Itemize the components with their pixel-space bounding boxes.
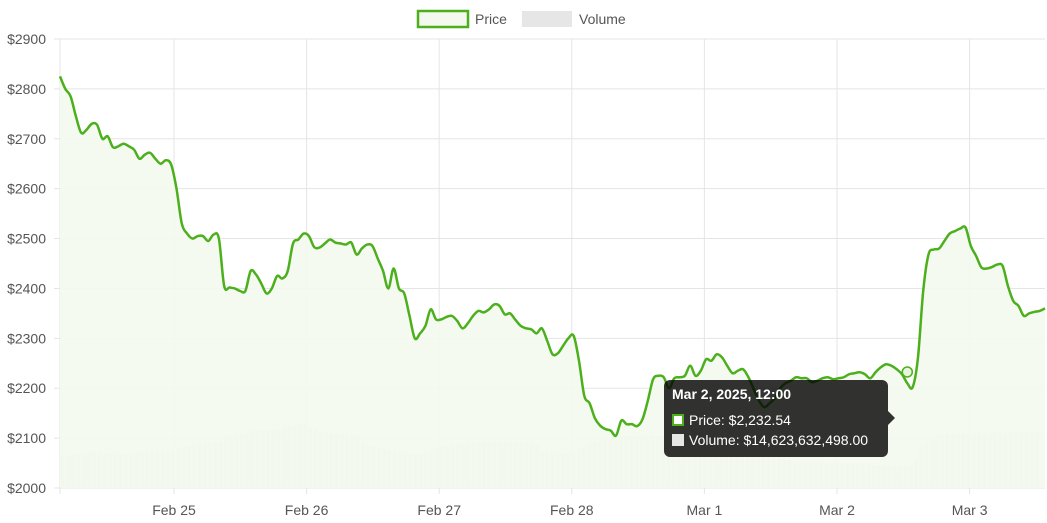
tooltip-volume-swatch — [672, 434, 684, 446]
x-axis-tick-labels: Feb 25 Feb 26 Feb 27 Feb 28 Mar 1 Mar 2 Mar 3 — [152, 502, 987, 518]
y-tick-label: $2600 — [7, 181, 46, 197]
chart-tooltip: Mar 2, 2025, 12:00 Price: $2,232.54 Volu… — [664, 380, 895, 457]
x-tick-label: Mar 1 — [687, 502, 723, 518]
y-tick-label: $2300 — [7, 330, 46, 346]
x-tick-label: Mar 3 — [952, 502, 988, 518]
legend-price-label[interactable]: Price — [475, 11, 507, 27]
tooltip-title: Mar 2, 2025, 12:00 — [672, 386, 792, 402]
tooltip-price-swatch — [672, 414, 684, 426]
tooltip-price-text: Price: $2,232.54 — [689, 412, 791, 428]
legend-volume-swatch[interactable] — [522, 11, 572, 27]
y-tick-label: $2800 — [7, 81, 46, 97]
legend-price-swatch[interactable] — [416, 9, 470, 29]
x-tick-label: Feb 28 — [550, 502, 594, 518]
tooltip-price-row: Price: $2,232.54 — [672, 410, 880, 430]
price-area-fill — [60, 76, 1045, 489]
price-line[interactable] — [58, 75, 1046, 438]
y-tick-label: $2400 — [7, 280, 46, 296]
y-axis-tick-labels: $2000 $2100 $2200 $2300 $2400 $2500 $2600 $2700… — [7, 31, 46, 496]
y-tick-label: $2900 — [7, 31, 46, 47]
y-tick-label: $2700 — [7, 131, 46, 147]
y-tick-label: $2200 — [7, 380, 46, 396]
y-tick-label: $2500 — [7, 231, 46, 247]
x-tick-label: Feb 26 — [285, 502, 329, 518]
y-tick-label: $2100 — [7, 430, 46, 446]
x-tick-label: Feb 25 — [152, 502, 196, 518]
legend-volume-label[interactable]: Volume — [579, 11, 626, 27]
hovered-price-point[interactable] — [901, 366, 914, 378]
tooltip-volume-row: Volume: $14,623,632,498.00 — [672, 430, 880, 450]
x-tick-label: Mar 2 — [819, 502, 855, 518]
legend: Price Volume — [416, 9, 626, 29]
tooltip-volume-text: Volume: $14,623,632,498.00 — [689, 432, 869, 448]
y-tick-label: $2000 — [7, 480, 46, 496]
x-tick-label: Feb 27 — [417, 502, 461, 518]
